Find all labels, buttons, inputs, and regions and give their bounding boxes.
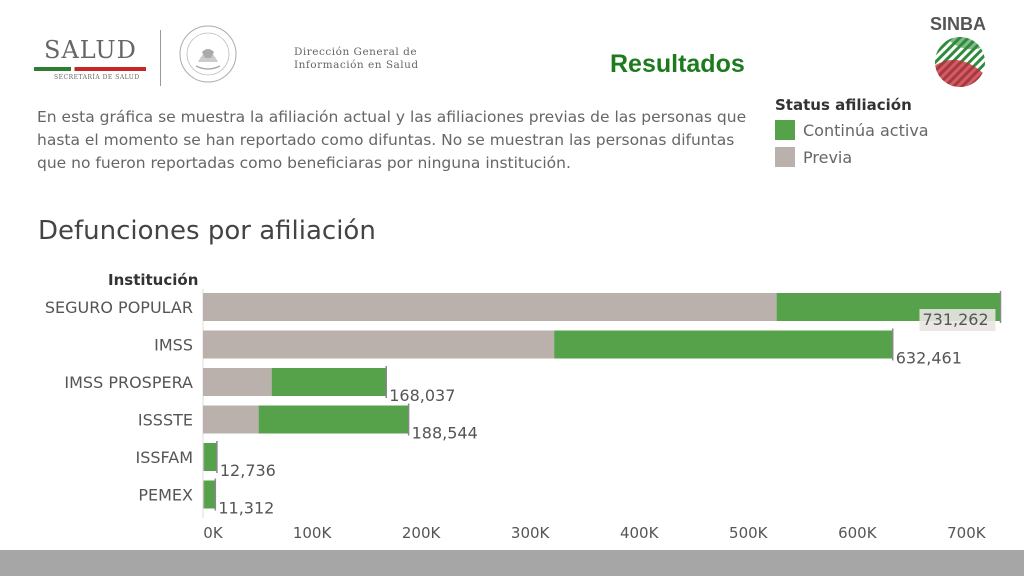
category-label: ISSSTE <box>138 411 193 430</box>
dg-line-1: Dirección General de <box>294 46 418 58</box>
bar-segment-previa[interactable] <box>203 443 205 471</box>
legend-swatch-activa <box>775 120 795 140</box>
total-value-label: 168,037 <box>389 386 455 405</box>
description-line-2: hasta el momento se han reportado como d… <box>37 131 735 149</box>
total-label-background <box>919 309 996 331</box>
category-label: PEMEX <box>138 486 193 505</box>
bar-segment-activa[interactable] <box>204 443 217 471</box>
coat-of-arms-icon <box>179 25 237 83</box>
description: En esta gráfica se muestra la afiliación… <box>37 106 757 175</box>
sinba-title: SINBA <box>930 14 987 34</box>
category-label: SEGURO POPULAR <box>45 298 193 317</box>
bar-segment-activa[interactable] <box>258 405 409 434</box>
total-value-label: 731,262 <box>922 310 988 329</box>
bar-segment-previa[interactable] <box>203 480 205 509</box>
legend-label-previa: Previa <box>803 147 853 167</box>
x-tick-label: 700K <box>947 524 987 542</box>
category-label: ISSFAM <box>135 448 193 467</box>
chart-legend: Status afiliación Continúa activa Previa <box>775 96 929 174</box>
x-tick-label: 500K <box>729 524 769 542</box>
description-line-3: que no fueron reportadas como beneficiar… <box>37 154 571 172</box>
total-value-label: 11,312 <box>218 499 274 518</box>
bar-chart: Institución SEGURO POPULAR 731,262 IMSS 632,… <box>45 271 1002 542</box>
bar-segment-previa[interactable] <box>203 330 555 359</box>
chart-title: Defunciones por afiliación <box>38 216 376 246</box>
bar-segment-activa[interactable] <box>204 480 216 509</box>
description-line-1: En esta gráfica se muestra la afiliación… <box>37 108 747 126</box>
salud-title: SALUD <box>44 36 137 64</box>
x-tick-label: 400K <box>620 524 660 542</box>
legend-item-activa[interactable]: Continúa activa <box>775 120 929 140</box>
legend-item-previa[interactable]: Previa <box>775 147 929 167</box>
salud-subtitle: SECRETARÍA DE SALUD <box>54 74 140 81</box>
header-separator <box>160 30 161 86</box>
direccion-general: Dirección General de Información en Salu… <box>294 46 419 72</box>
legend-label-activa: Continúa activa <box>803 120 929 140</box>
salud-logo: SALUD SECRETARÍA DE SALUD <box>34 34 150 84</box>
total-value-label: 188,544 <box>412 424 478 443</box>
page-title: Resultados <box>610 50 745 78</box>
legend-title: Status afiliación <box>775 96 912 114</box>
x-tick-label: 100K <box>293 524 333 542</box>
total-value-label: 12,736 <box>220 461 276 480</box>
x-tick-label: 200K <box>402 524 442 542</box>
total-value-label: 632,461 <box>896 349 962 368</box>
y-axis-label: Institución <box>108 271 198 289</box>
bar-segment-previa[interactable] <box>203 368 272 396</box>
bar-segment-activa[interactable] <box>271 368 387 396</box>
sinba-logo-icon <box>935 37 985 87</box>
bar-segment-previa[interactable] <box>203 405 259 434</box>
bar-segment-activa[interactable] <box>554 330 893 359</box>
dg-line-2: Información en Salud <box>294 59 419 71</box>
x-tick-label: 300K <box>511 524 551 542</box>
legend-swatch-previa <box>775 147 795 167</box>
category-label: IMSS PROSPERA <box>64 373 193 392</box>
footer-bar <box>0 550 1024 576</box>
x-tick-label: 600K <box>838 524 878 542</box>
bar-segment-previa[interactable] <box>203 293 777 321</box>
x-tick-label: 0K <box>203 524 224 542</box>
category-label: IMSS <box>154 336 193 355</box>
salud-flag-line <box>34 67 146 71</box>
